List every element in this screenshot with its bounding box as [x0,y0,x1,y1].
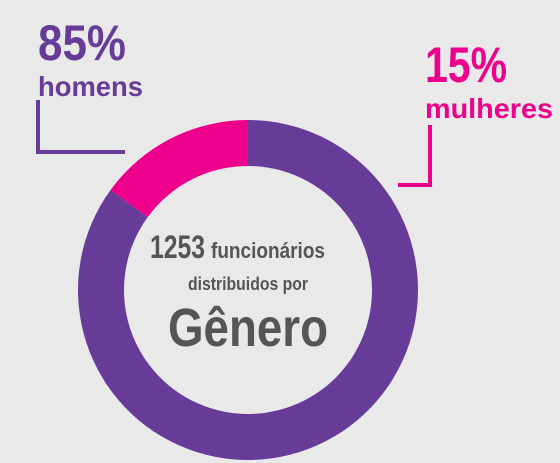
donut [78,119,419,460]
center-text: distribuidos por [188,274,308,294]
category-label: homens [38,71,143,102]
slice [110,119,249,218]
leader-line [398,125,432,187]
category-label: mulheres [425,93,553,124]
center-title: Gênero [168,298,328,358]
center-text: funcionários [211,238,325,263]
value-label: 15% [425,37,507,93]
value-label: 85% [38,15,126,71]
leader-line [36,100,125,154]
center-count: 1253 [150,229,205,265]
